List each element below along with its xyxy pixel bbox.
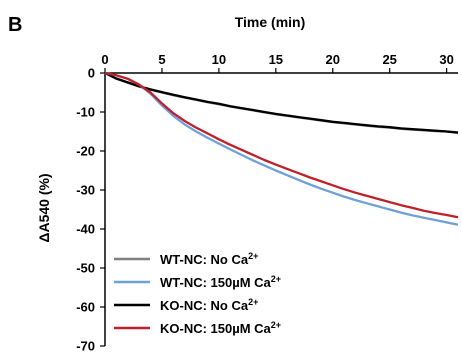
legend-label: WT-NC: 150µM Ca2+ (160, 274, 281, 290)
legend-label: KO-NC: No Ca2+ (160, 297, 258, 313)
x-tick-label: 0 (101, 52, 108, 67)
legend-label: WT-NC: No Ca2+ (160, 251, 258, 267)
y-tick-label: -50 (76, 261, 95, 276)
x-tick-label: 25 (382, 52, 396, 67)
plot-series (104, 71, 459, 226)
y-tick-label: -20 (76, 144, 95, 159)
x-tick-label: 20 (326, 52, 340, 67)
x-axis-title: Time (min) (235, 14, 306, 30)
x-tick-label: 10 (212, 52, 226, 67)
series-line-3 (104, 71, 459, 134)
legend: WT-NC: No Ca2+ WT-NC: 150µM Ca2+ KO-NC: No… (114, 251, 281, 336)
axes: 0 5 10 15 20 25 30 0 -10 -20 -30 -40 -50 -60 -70 (76, 52, 458, 354)
y-tick-label: -30 (76, 183, 95, 198)
x-tick-label: 30 (439, 52, 453, 67)
legend-label: KO-NC: 150µM Ca2+ (160, 320, 281, 336)
y-tick-label: -40 (76, 222, 95, 237)
y-tick-label: 0 (88, 66, 95, 81)
y-tick-label: -60 (76, 300, 95, 315)
panel-label: B (8, 14, 22, 36)
series-line-4 (104, 71, 459, 219)
x-tick-label: 5 (158, 52, 165, 67)
y-axis-title: ΔA540 (%) (36, 173, 52, 242)
series-line-2 (104, 71, 459, 226)
y-tick-label: -10 (76, 105, 95, 120)
y-tick-label: -70 (76, 339, 95, 354)
x-tick-label: 15 (269, 52, 283, 67)
